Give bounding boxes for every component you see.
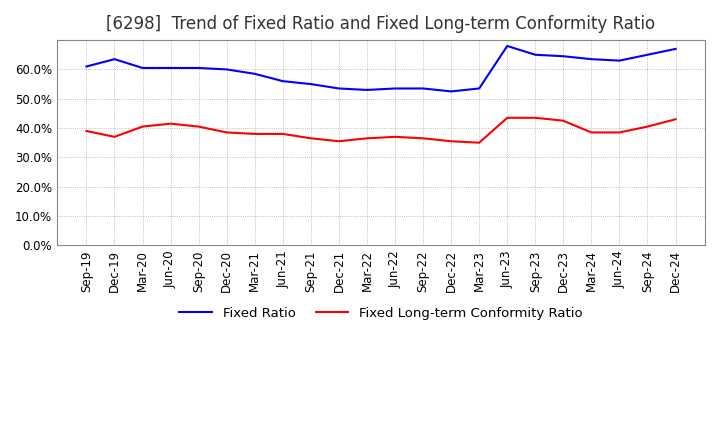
Fixed Long-term Conformity Ratio xyxy=(475,140,484,145)
Fixed Long-term Conformity Ratio xyxy=(363,136,372,141)
Fixed Ratio xyxy=(194,65,203,70)
Fixed Long-term Conformity Ratio xyxy=(279,131,287,136)
Fixed Ratio xyxy=(559,54,567,59)
Fixed Ratio xyxy=(279,78,287,84)
Fixed Ratio xyxy=(615,58,624,63)
Fixed Ratio xyxy=(110,56,119,62)
Fixed Ratio xyxy=(222,67,231,72)
Fixed Ratio xyxy=(475,86,484,91)
Fixed Long-term Conformity Ratio xyxy=(251,131,259,136)
Fixed Long-term Conformity Ratio xyxy=(587,130,595,135)
Fixed Long-term Conformity Ratio xyxy=(222,130,231,135)
Title: [6298]  Trend of Fixed Ratio and Fixed Long-term Conformity Ratio: [6298] Trend of Fixed Ratio and Fixed Lo… xyxy=(107,15,655,33)
Fixed Ratio xyxy=(671,46,680,51)
Fixed Ratio xyxy=(82,64,91,69)
Fixed Ratio xyxy=(251,71,259,77)
Fixed Ratio xyxy=(138,65,147,70)
Fixed Long-term Conformity Ratio xyxy=(671,117,680,122)
Fixed Long-term Conformity Ratio xyxy=(110,134,119,139)
Fixed Long-term Conformity Ratio xyxy=(194,124,203,129)
Fixed Long-term Conformity Ratio xyxy=(419,136,428,141)
Fixed Long-term Conformity Ratio xyxy=(615,130,624,135)
Fixed Long-term Conformity Ratio xyxy=(531,115,539,121)
Line: Fixed Long-term Conformity Ratio: Fixed Long-term Conformity Ratio xyxy=(86,118,675,143)
Fixed Long-term Conformity Ratio xyxy=(391,134,400,139)
Fixed Ratio xyxy=(391,86,400,91)
Fixed Long-term Conformity Ratio xyxy=(335,139,343,144)
Fixed Ratio xyxy=(307,81,315,87)
Fixed Ratio xyxy=(335,86,343,91)
Fixed Ratio xyxy=(587,56,595,62)
Fixed Ratio xyxy=(531,52,539,57)
Fixed Long-term Conformity Ratio xyxy=(447,139,456,144)
Fixed Long-term Conformity Ratio xyxy=(307,136,315,141)
Fixed Long-term Conformity Ratio xyxy=(643,124,652,129)
Fixed Long-term Conformity Ratio xyxy=(82,128,91,134)
Fixed Ratio xyxy=(166,65,175,70)
Fixed Long-term Conformity Ratio xyxy=(503,115,511,121)
Fixed Ratio xyxy=(363,87,372,92)
Fixed Ratio xyxy=(447,89,456,94)
Fixed Long-term Conformity Ratio xyxy=(166,121,175,126)
Fixed Long-term Conformity Ratio xyxy=(559,118,567,123)
Fixed Long-term Conformity Ratio xyxy=(138,124,147,129)
Line: Fixed Ratio: Fixed Ratio xyxy=(86,46,675,92)
Fixed Ratio xyxy=(419,86,428,91)
Legend: Fixed Ratio, Fixed Long-term Conformity Ratio: Fixed Ratio, Fixed Long-term Conformity … xyxy=(174,301,588,325)
Fixed Ratio xyxy=(503,43,511,48)
Fixed Ratio xyxy=(643,52,652,57)
